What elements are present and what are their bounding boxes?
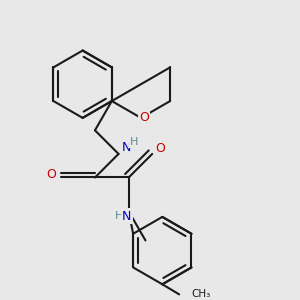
Text: H: H	[130, 137, 139, 147]
Text: N: N	[122, 210, 131, 223]
Text: O: O	[155, 142, 165, 155]
Text: CH₃: CH₃	[191, 290, 210, 299]
Text: H: H	[115, 211, 123, 221]
Text: O: O	[139, 111, 149, 124]
Text: O: O	[46, 168, 56, 181]
Text: N: N	[122, 142, 131, 154]
